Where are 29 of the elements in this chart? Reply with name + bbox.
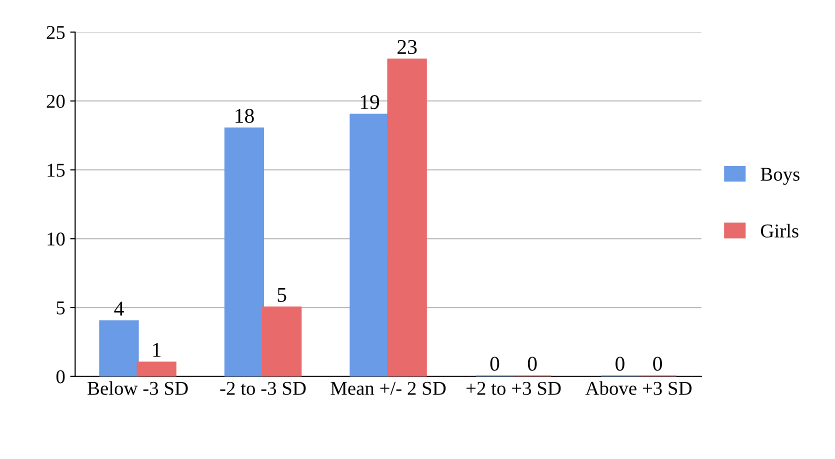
data-label: 1 bbox=[153, 343, 161, 357]
bar bbox=[350, 114, 390, 376]
bar bbox=[136, 362, 176, 376]
y-tick-label: 15 bbox=[48, 164, 65, 177]
data-label: 0 bbox=[653, 356, 662, 371]
data-label: 0 bbox=[528, 356, 537, 371]
x-tick-label: +2 to +3 SD bbox=[466, 382, 561, 395]
data-label: 23 bbox=[398, 40, 417, 54]
legend-label: Boys bbox=[760, 168, 800, 185]
y-tick-label: 10 bbox=[48, 232, 65, 246]
x-tick-label: Mean +/- 2 SD bbox=[330, 382, 446, 395]
data-label: 0 bbox=[490, 356, 500, 371]
data-label: 4 bbox=[114, 302, 124, 316]
bar bbox=[224, 127, 264, 376]
x-tick-label: Below -3 SD bbox=[88, 381, 188, 395]
x-tick-label: -2 to -3 SD bbox=[220, 382, 306, 395]
bar bbox=[262, 306, 302, 376]
data-label: 18 bbox=[236, 108, 254, 123]
data-label: 19 bbox=[360, 95, 380, 110]
y-tick-label: 5 bbox=[56, 302, 65, 314]
x-tick-label: Above +3 SD bbox=[585, 381, 692, 395]
bar bbox=[387, 58, 427, 376]
legend-label: Girls bbox=[760, 224, 798, 238]
y-tick-label: 0 bbox=[56, 370, 65, 384]
y-tick-label: 25 bbox=[46, 26, 65, 40]
y-tick-label: 20 bbox=[46, 94, 65, 108]
bar bbox=[99, 320, 139, 376]
data-label: 5 bbox=[278, 288, 286, 302]
data-label: 0 bbox=[616, 356, 624, 371]
